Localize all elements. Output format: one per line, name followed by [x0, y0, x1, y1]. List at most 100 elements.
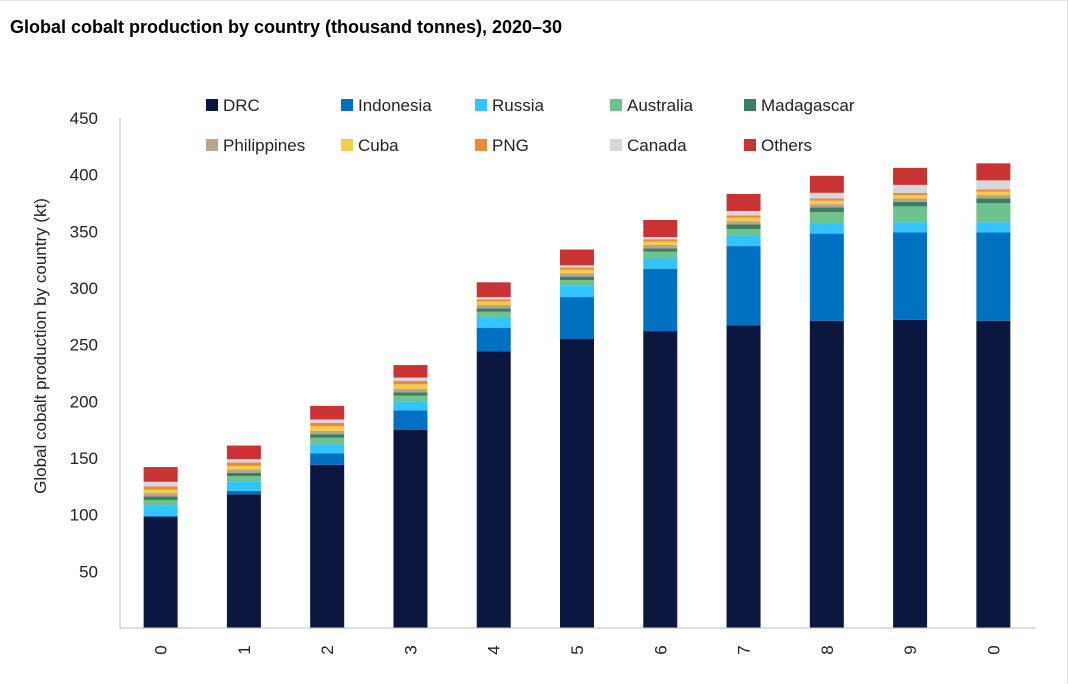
bar-segment-australia-0	[143, 499, 178, 506]
bar-segment-png-6	[643, 239, 678, 242]
bar-segment-drc-6	[643, 331, 678, 628]
bar-segment-canada-9	[893, 184, 928, 193]
bar-segment-philippines-10	[976, 195, 1011, 199]
bar-segment-australia-2	[310, 437, 345, 445]
bar-segment-others-2	[310, 405, 345, 420]
bar-segment-australia-8	[809, 212, 844, 224]
y-axis: 50 100 150 200 250 300 350 400 450	[70, 109, 121, 628]
bar-segment-canada-8	[809, 192, 844, 199]
bar-segment-others-1	[226, 445, 261, 460]
bar-segment-indonesia-3	[393, 410, 428, 430]
bar-segment-indonesia-7	[726, 246, 761, 326]
bar-segment-madagascar-5	[560, 276, 594, 281]
bar-segment-cuba-5	[560, 269, 594, 274]
bar-segment-canada-10	[976, 180, 1011, 190]
x-tick-label: 1	[235, 645, 254, 654]
bar-segment-madagascar-8	[809, 207, 844, 213]
bar-segment-others-5	[560, 249, 594, 266]
bar-segment-philippines-9	[893, 198, 928, 202]
bar-segment-drc-10	[976, 320, 1011, 628]
legend-swatch-cuba	[341, 139, 353, 151]
bar-segment-canada-3	[393, 377, 428, 381]
bar-segment-madagascar-9	[893, 201, 928, 207]
x-tick-label: 6	[651, 645, 670, 654]
bar-segment-madagascar-10	[976, 198, 1011, 203]
bar-segment-png-9	[893, 192, 928, 196]
bar-segment-russia-2	[310, 444, 345, 454]
legend-label-russia: Russia	[492, 96, 545, 115]
bar-segment-png-10	[976, 189, 1011, 192]
legend-swatch-russia	[475, 99, 487, 111]
bar-segment-madagascar-7	[726, 224, 761, 230]
bar-segment-canada-2	[310, 419, 345, 423]
legend-label-canada: Canada	[627, 136, 687, 155]
bar-segment-png-5	[560, 267, 594, 270]
bar-segment-canada-4	[476, 297, 511, 300]
legend-swatch-indonesia	[341, 99, 353, 111]
y-tick-label: 50	[79, 562, 98, 581]
bar-segment-drc-2	[310, 464, 345, 628]
bar-segment-australia-6	[643, 251, 678, 259]
bar-segment-indonesia-10	[976, 232, 1011, 321]
bar-segment-drc-1	[226, 494, 261, 628]
bar-segment-drc-4	[476, 351, 511, 628]
bar-segment-others-6	[643, 220, 678, 237]
legend-label-madagascar: Madagascar	[761, 96, 855, 115]
bar-segment-philippines-0	[143, 493, 178, 497]
bar-segment-drc-8	[809, 320, 844, 628]
bar-segment-canada-0	[143, 481, 178, 487]
legend-swatch-drc	[206, 99, 218, 111]
legend: DRC Indonesia Russia Australia Madagascar Phi…	[206, 96, 855, 155]
bar-segment-png-8	[809, 198, 844, 201]
y-axis-label: Global cobalt production by country (kt)	[31, 198, 50, 494]
x-tick-label: 2	[318, 645, 337, 654]
bar-segment-russia-1	[226, 481, 261, 491]
bar-segment-cuba-8	[809, 200, 844, 205]
bar-segment-australia-9	[893, 206, 928, 223]
bar-segment-drc-7	[726, 325, 761, 628]
bar-segment-philippines-1	[226, 469, 261, 473]
bar-segment-philippines-6	[643, 244, 678, 249]
bar-segment-indonesia-6	[643, 268, 678, 332]
bar-segment-madagascar-3	[393, 392, 428, 396]
chart-title: Global cobalt production by country (tho…	[10, 17, 563, 37]
legend-swatch-others	[744, 139, 756, 151]
bar-segment-madagascar-4	[476, 308, 511, 312]
x-tick-label: 7	[735, 645, 754, 654]
y-tick-label: 300	[70, 279, 98, 298]
bar-segment-australia-4	[476, 311, 511, 318]
bar-segment-png-3	[393, 380, 428, 385]
bar-segment-cuba-6	[643, 241, 678, 245]
legend-swatch-png	[475, 139, 487, 151]
bar-segment-others-0	[143, 467, 178, 482]
bar-segment-others-8	[809, 175, 844, 193]
bar-segment-russia-7	[726, 235, 761, 247]
bar-segment-indonesia-1	[226, 490, 261, 495]
bar-segment-drc-0	[143, 516, 178, 628]
bar-segment-canada-5	[560, 265, 594, 268]
legend-label-australia: Australia	[627, 96, 694, 115]
bar-segment-philippines-3	[393, 388, 428, 393]
bar-segment-others-10	[976, 163, 1011, 181]
legend-swatch-canada	[610, 139, 622, 151]
bar-segment-png-1	[226, 462, 261, 466]
x-tick-label: 5	[568, 645, 587, 654]
bar-segment-philippines-2	[310, 430, 345, 435]
bar-segment-philippines-7	[726, 221, 761, 225]
bar-segment-australia-5	[560, 280, 594, 286]
legend-swatch-madagascar	[744, 99, 756, 111]
bar-segment-indonesia-0	[143, 515, 178, 517]
bar-segment-canada-6	[643, 237, 678, 240]
x-tick-label: 3	[401, 645, 420, 654]
bar-segment-russia-5	[560, 285, 594, 298]
y-tick-label: 200	[70, 392, 98, 411]
bar-segment-russia-9	[893, 222, 928, 233]
bar-segment-indonesia-9	[893, 232, 928, 320]
x-tick-label: 0	[984, 645, 1003, 654]
legend-label-others: Others	[761, 136, 812, 155]
bar-segment-madagascar-0	[143, 496, 178, 500]
bar-segment-madagascar-1	[226, 472, 261, 477]
bar-segment-png-7	[726, 215, 761, 218]
y-tick-label: 350	[70, 222, 98, 241]
bar-segment-indonesia-5	[560, 297, 594, 339]
